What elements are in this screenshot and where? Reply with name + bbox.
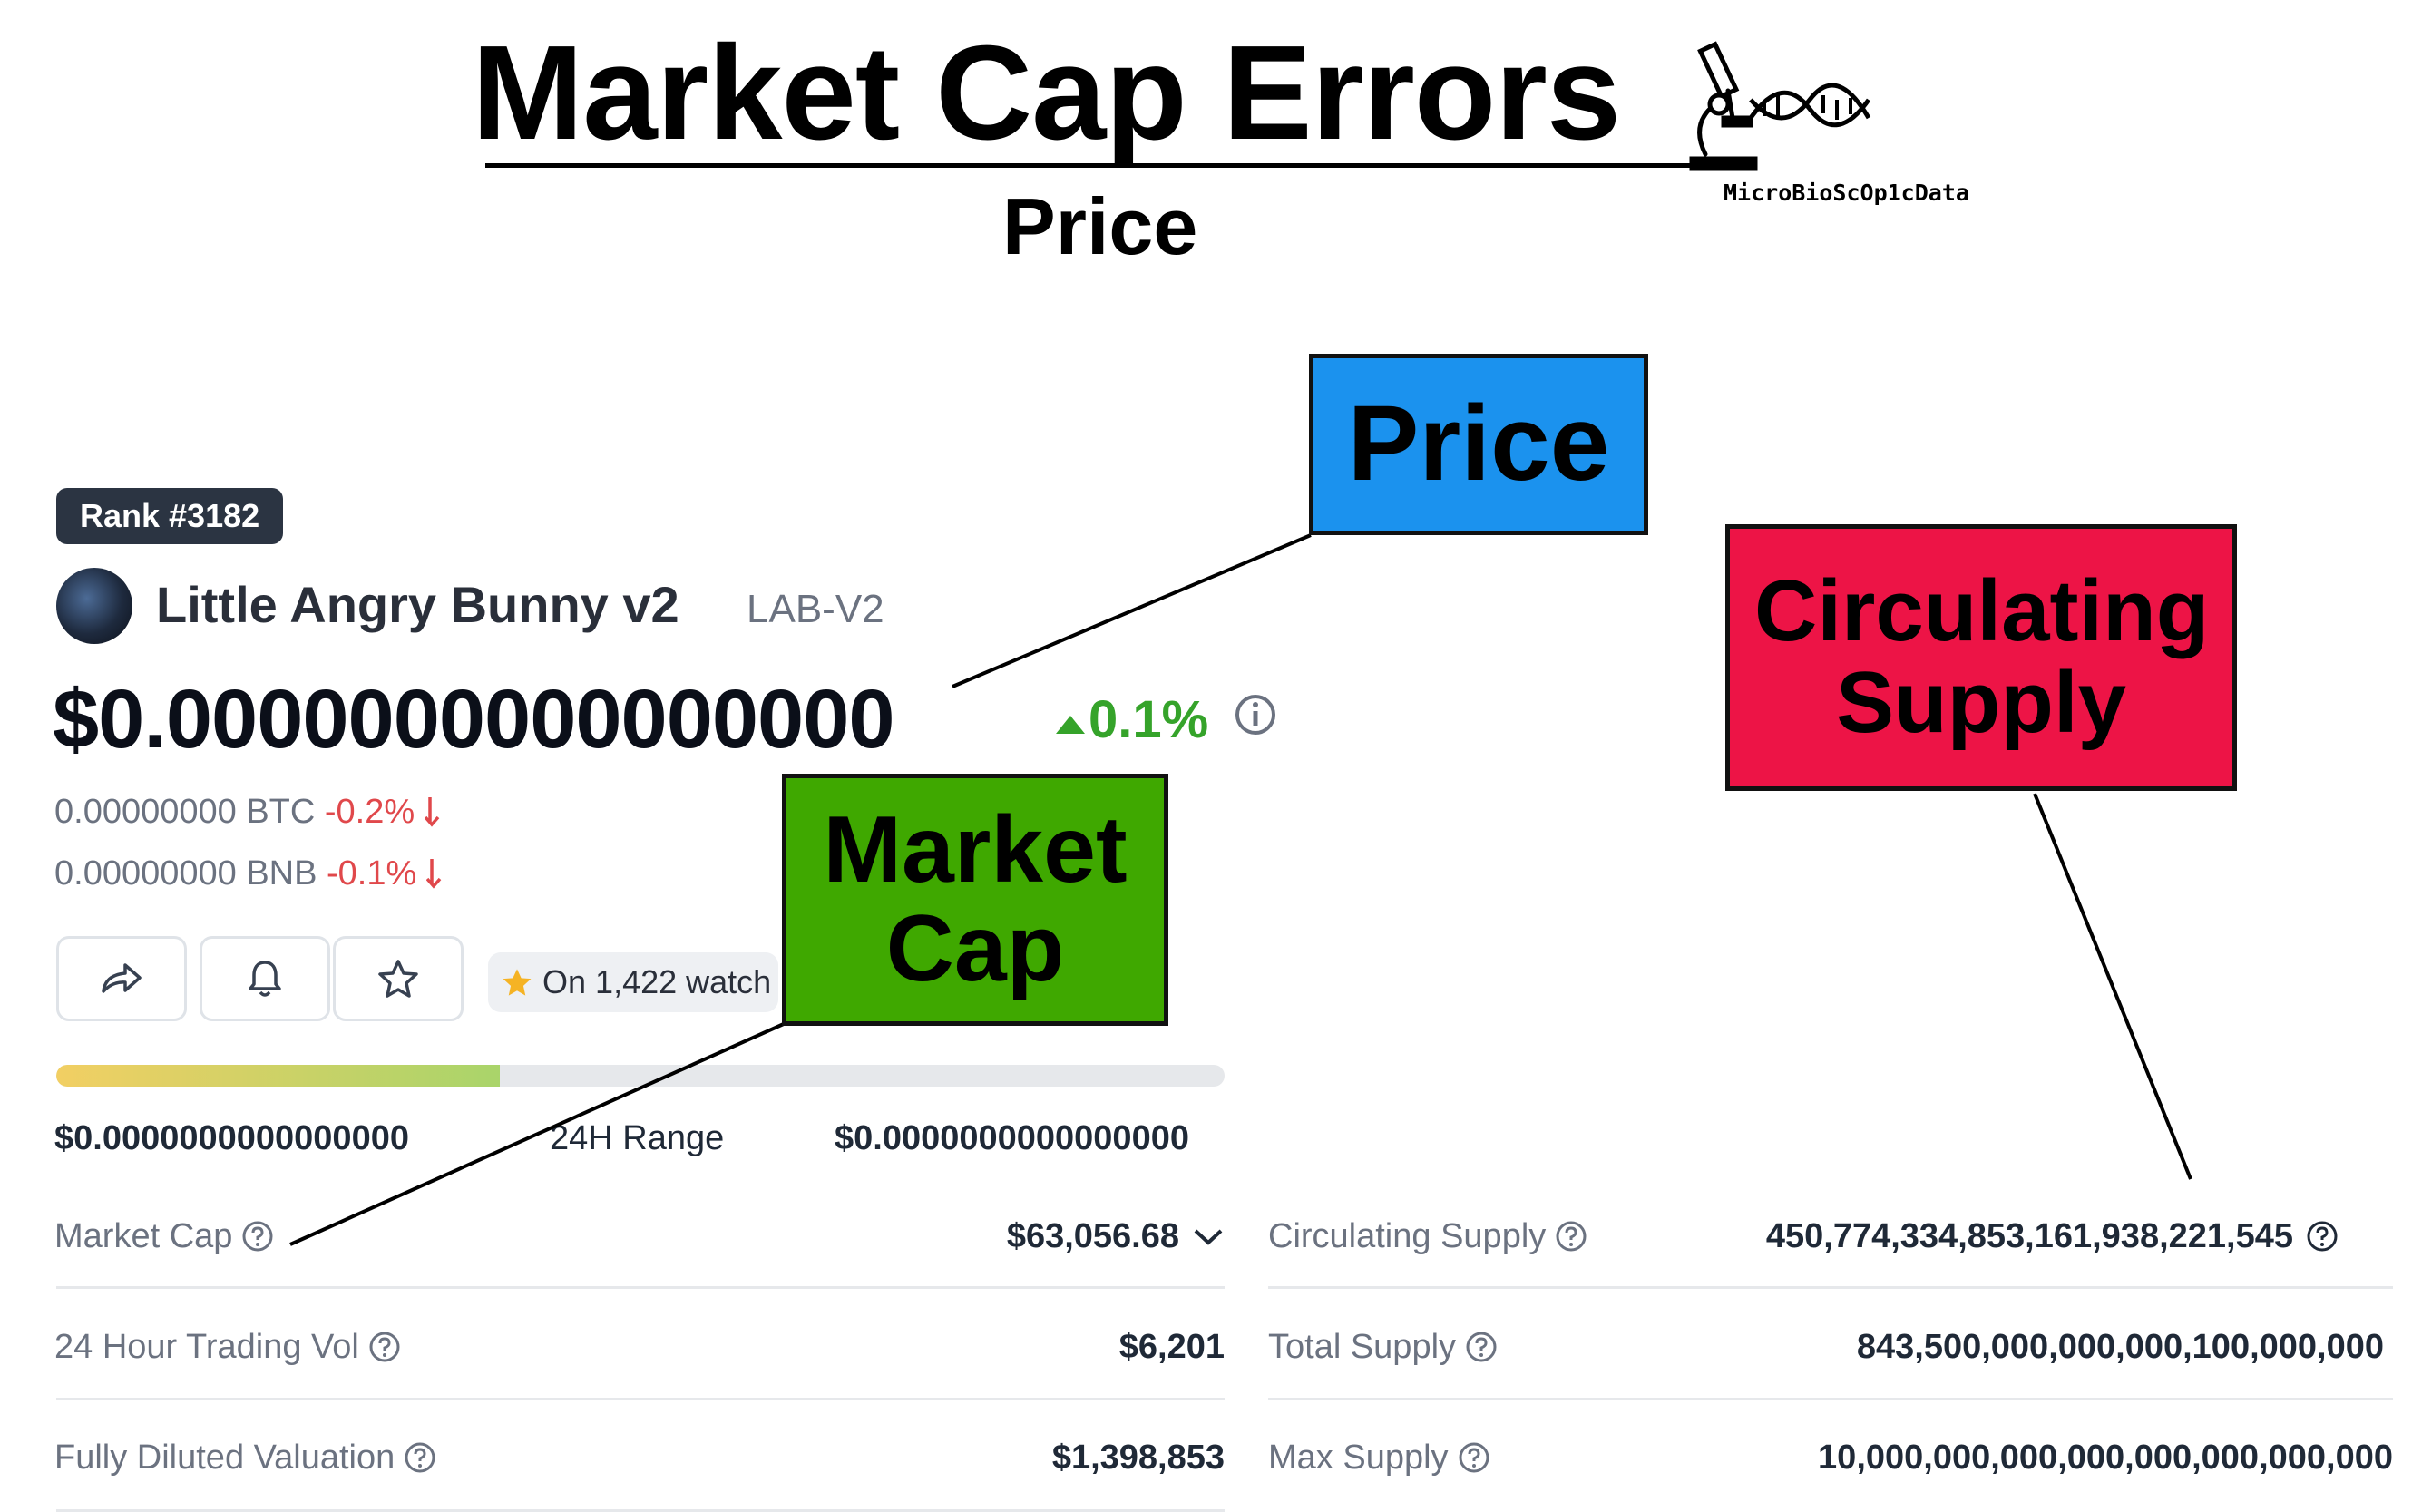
market-cap-pointer-line bbox=[289, 1021, 786, 1246]
range-high: $0.0000000000000000 bbox=[835, 1119, 1189, 1157]
watchlist-count-badge: On 1,422 watch bbox=[488, 952, 778, 1012]
stat-value-circulating-supply: 450,774,334,853,161,938,221,545 bbox=[1705, 1214, 2339, 1259]
divider bbox=[56, 1398, 1225, 1400]
market-cap-callout: Market Cap bbox=[782, 774, 1168, 1026]
bnb-price: 0.00000000 BNB bbox=[54, 854, 317, 893]
price-change-value: 0.1% bbox=[1089, 690, 1209, 749]
page-subtitle: Price bbox=[1002, 181, 1198, 271]
btc-price: 0.00000000 BTC bbox=[54, 793, 316, 831]
bnb-change: -0.1% bbox=[327, 854, 417, 893]
divider bbox=[1268, 1286, 2393, 1289]
divider bbox=[56, 1286, 1225, 1289]
price-pointer-line bbox=[952, 533, 1312, 688]
range-label: 24H Range bbox=[550, 1119, 725, 1157]
help-circle-icon[interactable] bbox=[1465, 1331, 1498, 1363]
page-title: Market Cap Errors bbox=[472, 18, 1621, 168]
stat-label-max-supply: Max Supply bbox=[1268, 1435, 1490, 1480]
stat-label-circulating-supply: Circulating Supply bbox=[1268, 1214, 1587, 1259]
coin-logo bbox=[56, 568, 132, 644]
title-underline bbox=[485, 163, 1737, 168]
share-button[interactable] bbox=[56, 936, 187, 1021]
stat-value-fdv: $1,398,853 bbox=[1051, 1439, 1225, 1477]
help-circle-icon[interactable] bbox=[2306, 1220, 2339, 1253]
stat-label-trading-vol: 24 Hour Trading Vol bbox=[54, 1324, 401, 1370]
chevron-down-icon[interactable] bbox=[1192, 1225, 1225, 1247]
stat-value-trading-vol: $6,201 bbox=[1118, 1328, 1225, 1366]
microscope-dna-logo bbox=[1689, 41, 1871, 171]
price-callout: Price bbox=[1309, 354, 1648, 535]
price-value: $0.0000000000000000 bbox=[53, 673, 895, 766]
coin-name: Little Angry Bunny v2 bbox=[156, 576, 679, 633]
coin-symbol: LAB-V2 bbox=[747, 587, 884, 631]
divider bbox=[1268, 1398, 2393, 1400]
stat-label-total-supply: Total Supply bbox=[1268, 1324, 1498, 1370]
price-change: 0.1% bbox=[1052, 688, 1208, 753]
stat-value-total-supply: 843,500,000,000,000,100,000,000 bbox=[1856, 1328, 2384, 1366]
circulating-supply-pointer-line bbox=[2033, 793, 2192, 1180]
stat-value-max-supply: 10,000,000,000,000,000,000,000,000 bbox=[1818, 1439, 2393, 1477]
range-bar-fill bbox=[56, 1065, 501, 1087]
triangle-up-icon bbox=[1056, 715, 1085, 734]
help-circle-icon[interactable] bbox=[368, 1331, 401, 1363]
bell-icon bbox=[249, 961, 281, 997]
bnb-price-line: 0.00000000 BNB -0.1% bbox=[54, 851, 450, 896]
price-alert-button[interactable] bbox=[200, 936, 330, 1021]
arrow-down-icon bbox=[425, 859, 442, 889]
btc-price-line: 0.00000000 BTC -0.2% bbox=[54, 789, 448, 834]
info-icon[interactable] bbox=[1234, 693, 1277, 736]
rank-badge: Rank #3182 bbox=[56, 488, 284, 544]
arrow-down-icon bbox=[424, 797, 440, 827]
help-circle-icon[interactable] bbox=[241, 1220, 274, 1253]
logo-text: MicroBioScOp1cData bbox=[1724, 180, 1969, 206]
circulating-supply-callout: Circulating Supply bbox=[1725, 524, 2237, 791]
add-to-watchlist-button[interactable] bbox=[333, 936, 464, 1021]
stat-label-market-cap: Market Cap bbox=[54, 1214, 274, 1259]
stat-value-market-cap[interactable]: $63,056.68 bbox=[635, 1214, 1225, 1259]
watchlist-count: On 1,422 watch bbox=[542, 963, 772, 1000]
share-icon bbox=[102, 963, 142, 993]
help-circle-icon[interactable] bbox=[1458, 1441, 1490, 1474]
range-bar bbox=[56, 1065, 1225, 1087]
range-low: $0.0000000000000000 bbox=[54, 1119, 409, 1157]
star-filled-icon bbox=[503, 969, 532, 996]
btc-change: -0.2% bbox=[324, 793, 415, 831]
stat-label-fdv: Fully Diluted Valuation bbox=[54, 1435, 436, 1480]
help-circle-icon[interactable] bbox=[1555, 1220, 1587, 1253]
help-circle-icon[interactable] bbox=[404, 1441, 436, 1474]
star-icon bbox=[378, 960, 418, 998]
